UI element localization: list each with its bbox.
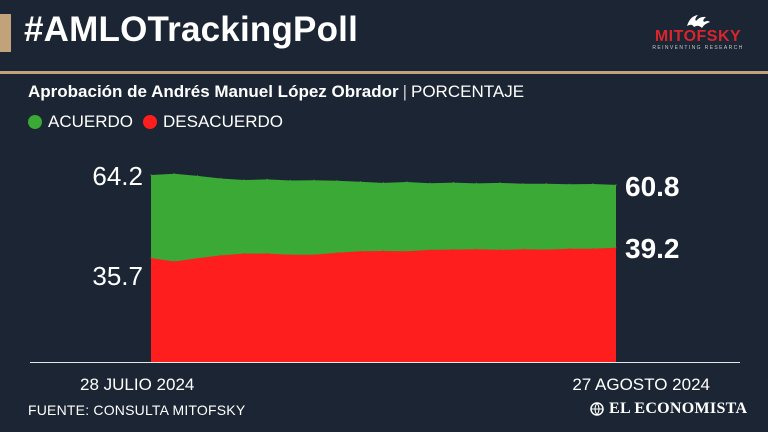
acuerdo-point — [452, 182, 454, 184]
series-desacuerdo-area — [151, 247, 616, 362]
approval-area-chart: 64.2 35.7 60.8 39.2 28 JULIO 2024 27 AGOSTO 2… — [30, 161, 740, 394]
start-label-acuerdo: 64.2 — [92, 161, 143, 191]
legend-item-desacuerdo: DESACUERDO — [143, 112, 283, 132]
acuerdo-point — [266, 178, 268, 180]
legend-swatch-desacuerdo — [143, 115, 158, 129]
header-accent-bar — [0, 14, 11, 52]
x-tick-label-start: 28 JULIO 2024 — [80, 375, 194, 394]
desacuerdo-point — [173, 260, 175, 263]
acuerdo-point — [499, 182, 501, 184]
acuerdo-point — [406, 181, 408, 183]
desacuerdo-point — [266, 253, 268, 255]
desacuerdo-point — [406, 250, 408, 252]
acuerdo-point — [545, 183, 547, 185]
legend-label-desacuerdo: DESACUERDO — [163, 112, 283, 131]
legend-swatch-acuerdo — [28, 115, 42, 129]
page-title: #AMLOTrackingPoll — [24, 10, 359, 49]
chart-legend: ACUERDO DESACUERDO — [28, 112, 293, 132]
acuerdo-point — [150, 174, 152, 176]
desacuerdo-point — [382, 250, 385, 252]
desacuerdo-point — [452, 249, 454, 251]
desacuerdo-point — [313, 254, 315, 256]
desacuerdo-point — [568, 248, 571, 250]
acuerdo-point — [359, 181, 361, 183]
acuerdo-point — [592, 183, 594, 185]
acuerdo-point — [522, 183, 524, 185]
legend-label-acuerdo: ACUERDO — [48, 112, 134, 131]
brand-tagline: REINVENTING RESEARCH — [652, 45, 744, 51]
desacuerdo-point — [196, 257, 199, 259]
acuerdo-point — [382, 182, 385, 184]
mitofsky-emblem-icon — [687, 15, 710, 28]
publisher-name: EL ECONOMISTA — [609, 400, 748, 417]
desacuerdo-point — [289, 254, 292, 256]
publisher-logo: EL ECONOMISTA — [590, 400, 747, 418]
desacuerdo-point — [499, 249, 501, 251]
end-label-desacuerdo: 39.2 — [625, 233, 680, 264]
subtitle-main: Aprobación de Andrés Manuel López Obrado… — [28, 82, 399, 101]
subtitle-separator: | — [402, 82, 407, 101]
desacuerdo-point — [592, 248, 594, 250]
mitofsky-logo: MITOFSKY REINVENTING RESEARCH — [648, 12, 748, 64]
desacuerdo-point — [545, 249, 547, 251]
acuerdo-point — [220, 177, 222, 180]
desacuerdo-point — [475, 248, 478, 250]
acuerdo-point — [243, 179, 245, 181]
acuerdo-point — [475, 182, 478, 184]
end-label-acuerdo: 60.8 — [625, 171, 680, 202]
acuerdo-point — [196, 175, 199, 177]
desacuerdo-point — [359, 250, 361, 252]
legend-item-acuerdo: ACUERDO — [28, 112, 133, 132]
globe-icon — [590, 402, 604, 416]
desacuerdo-point — [243, 253, 245, 255]
acuerdo-point — [336, 180, 338, 182]
acuerdo-point — [173, 173, 175, 175]
acuerdo-point — [568, 183, 571, 185]
acuerdo-point — [429, 182, 431, 184]
acuerdo-point — [289, 179, 292, 182]
subtitle-unit: PORCENTAJE — [411, 82, 525, 101]
desacuerdo-point — [615, 247, 617, 249]
source-note: FUENTE: CONSULTA MITOFSKY — [28, 402, 246, 418]
x-tick-label-end: 27 AGOSTO 2024 — [572, 375, 710, 394]
desacuerdo-point — [522, 248, 524, 250]
acuerdo-point — [615, 184, 617, 186]
start-label-desacuerdo: 35.7 — [92, 261, 143, 291]
desacuerdo-point — [150, 257, 152, 259]
desacuerdo-point — [429, 249, 431, 251]
chart-subtitle: Aprobación de Andrés Manuel López Obrado… — [28, 82, 524, 102]
desacuerdo-point — [336, 252, 338, 254]
header-divider — [0, 71, 768, 74]
acuerdo-point — [313, 179, 315, 181]
brand-name: MITOFSKY — [654, 28, 742, 45]
desacuerdo-point — [220, 254, 222, 256]
